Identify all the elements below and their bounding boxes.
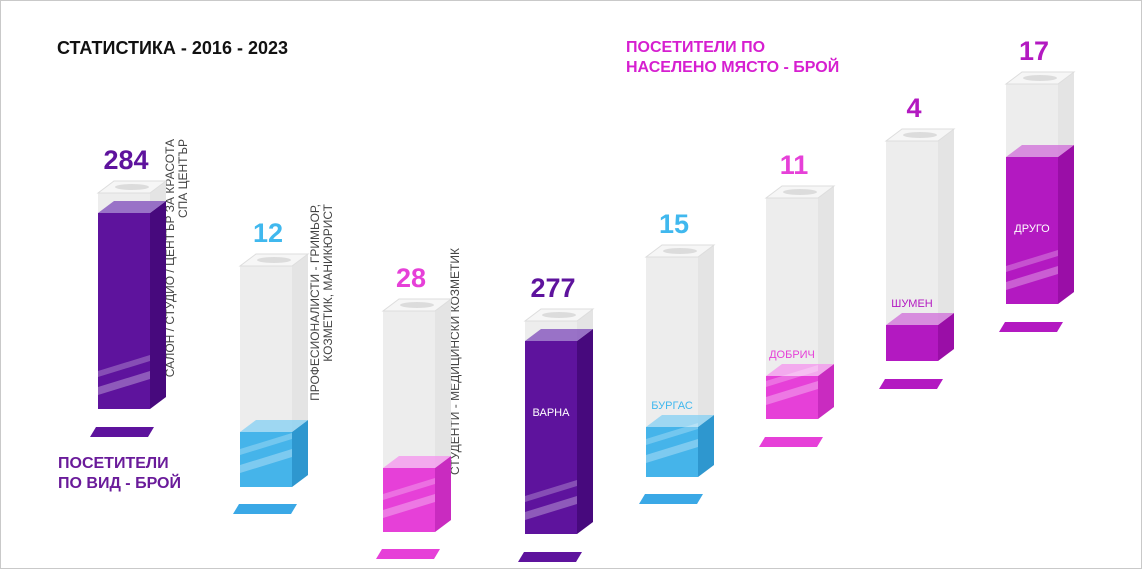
bar-group: 11 ДОБРИЧ: [759, 150, 836, 447]
bar-highlight: [383, 494, 435, 518]
value-label: 17: [1019, 36, 1049, 66]
bar-highlight: [646, 423, 698, 445]
bar-shadow-dash: [999, 322, 1063, 332]
bar-highlight: [383, 478, 435, 500]
bar-highlight: [766, 381, 818, 405]
bar-cap-hole: [903, 132, 937, 138]
bar: [525, 341, 577, 534]
legend-by-type-line-1: ПОСЕТИТЕЛИ: [58, 455, 169, 472]
chart-title: СТАТИСТИКА - 2016 - 2023: [57, 38, 288, 58]
bar-cap-hole: [542, 312, 576, 318]
bar-fill-side: [150, 201, 166, 409]
bar-group: 15 БУРГАС: [639, 209, 716, 504]
bar-glass-side: [938, 129, 954, 361]
bar-highlight: [525, 480, 577, 502]
bar-group: 284: [90, 145, 168, 437]
value-label: 28: [396, 263, 426, 293]
bar-glass-side: [818, 186, 834, 419]
bar-group: 12: [233, 218, 310, 514]
category-label: БУРГАС: [651, 400, 693, 412]
bar: [1006, 157, 1058, 304]
bar-shadow-dash: [879, 379, 943, 389]
bar-cap-hole: [783, 189, 817, 195]
legend-by-type-line-2: ПО ВИД - БРОЙ: [58, 475, 181, 492]
bar-fill-side: [698, 415, 714, 477]
bar-fill-top: [646, 415, 714, 427]
bar-cap-hole: [257, 257, 291, 263]
bar-highlight: [240, 433, 292, 455]
bar-fill-top: [383, 456, 451, 468]
bar-fill-top: [525, 329, 593, 341]
bar-fill-top: [886, 313, 954, 325]
bar: [766, 376, 818, 419]
bar-group: 277 ВАРНА: [518, 273, 595, 562]
bar-highlight: [525, 496, 577, 520]
bar-cap-hole: [115, 184, 149, 190]
bar-group: 28: [376, 263, 453, 559]
bar-shadow-dash: [759, 437, 823, 447]
bar-highlight: [240, 449, 292, 473]
bar-highlight: [646, 439, 698, 463]
bar: [383, 468, 435, 532]
bar: [886, 325, 938, 361]
bar-shadow-dash: [639, 494, 703, 504]
bar-highlight: [98, 355, 150, 377]
category-label: ДОБРИЧ: [769, 349, 815, 361]
bar-shadow-dash: [376, 549, 440, 559]
bar-fill-side: [292, 420, 308, 487]
value-label: 12: [253, 218, 283, 248]
bar-fill-side: [577, 329, 593, 534]
bar-highlight: [98, 371, 150, 395]
bar-cap-hole: [663, 248, 697, 254]
bar-fill-side: [818, 364, 834, 419]
bar-fill-side: [1058, 145, 1074, 304]
bar-highlight: [1006, 250, 1058, 272]
category-label: ДРУГО: [1014, 223, 1050, 235]
bar-shadow-dash: [518, 552, 582, 562]
category-label: ВАРНА: [533, 407, 571, 419]
bar-cap-hole: [1023, 75, 1057, 81]
value-label: 15: [659, 209, 689, 239]
bar-fill-top: [240, 420, 308, 432]
category-label: ШУМЕН: [891, 298, 933, 310]
bar: [98, 213, 150, 409]
legend-by-place-line-1: ПОСЕТИТЕЛИ ПО: [626, 39, 766, 56]
bar-group: 17 ДРУГО: [999, 36, 1076, 332]
bar-fill-side: [938, 313, 954, 361]
bar-fill-top: [1006, 145, 1074, 157]
legend-by-place: ПОСЕТИТЕЛИ ПО НАСЕЛЕНО МЯСТО - БРОЙ: [626, 38, 839, 78]
bar-shadow-dash: [90, 427, 154, 437]
legend-by-place-line-2: НАСЕЛЕНО МЯСТО - БРОЙ: [626, 59, 840, 76]
value-label: 4: [906, 93, 921, 123]
bar-cap-hole: [400, 302, 434, 308]
bar-fill-top: [766, 364, 834, 376]
legend-by-type: ПОСЕТИТЕЛИ ПО ВИД - БРОЙ: [58, 454, 181, 494]
bar: [240, 432, 292, 487]
bar-highlight: [766, 365, 818, 387]
value-label: 11: [780, 150, 809, 180]
bar-shadow-dash: [233, 504, 297, 514]
bar-group: 4 ШУМЕН: [879, 93, 956, 389]
bar-highlight: [1006, 266, 1058, 290]
bar: [646, 427, 698, 477]
bar-fill-top: [98, 201, 166, 213]
value-label: 277: [530, 273, 575, 303]
bar-fill-side: [435, 456, 451, 532]
value-label: 284: [103, 145, 148, 175]
